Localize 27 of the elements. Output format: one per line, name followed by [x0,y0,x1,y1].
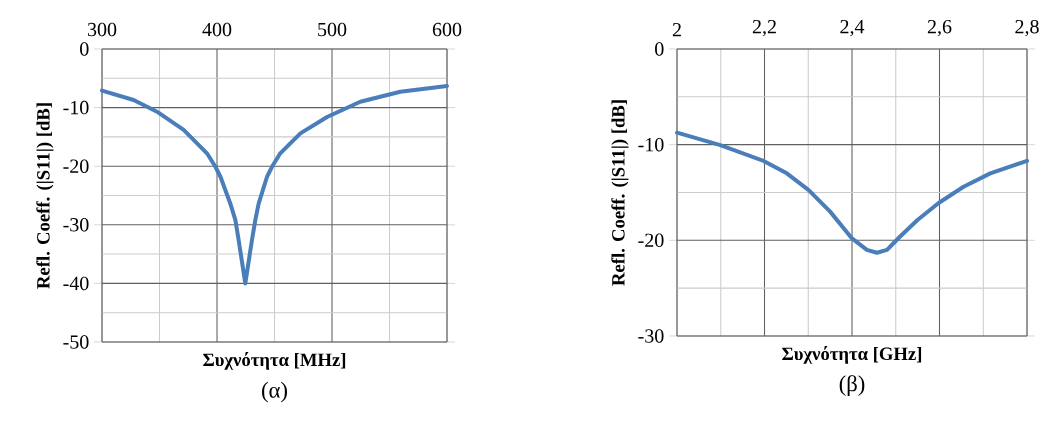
x-axis-title: Συχνότητα [GHz] [782,346,922,364]
line-series [100,83,449,286]
y-axis-title: Refl. Coeff. (|S11|) [dB] [36,103,54,289]
x-axis-title: Συχνότητα [MHz] [203,352,346,370]
x-tick-label: 600 [432,22,462,37]
text: (α) [262,381,287,403]
y-tick-label: -30 [638,329,664,343]
y-tick-label: -10 [638,137,664,152]
y-tick-label: -30 [63,218,89,232]
y-tick-label: 0 [655,42,664,56]
y-tick-label: -50 [63,335,89,349]
x-tick-label: 2,8 [1015,19,1039,37]
x-tick-label: 300 [87,22,117,37]
y-tick-label: -10 [63,100,89,115]
y-tick-label: -20 [638,233,664,248]
y-tick-label: -40 [63,276,89,291]
x-tick-label: 500 [318,22,347,37]
x-tick-label: 2,4 [840,19,865,37]
text: (β) [839,375,865,396]
line-series [675,130,1029,255]
y-tick-label: -20 [63,159,89,173]
x-tick-label: 2,6 [927,19,952,37]
x-tick-label: 2,2 [752,19,776,37]
x-tick-label: 400 [202,22,232,37]
x-tick-label: 2 [672,23,681,37]
y-axis-title: Refl. Coeff. (|S11|) [dB] [611,100,629,286]
y-tick-label: 0 [80,42,89,56]
